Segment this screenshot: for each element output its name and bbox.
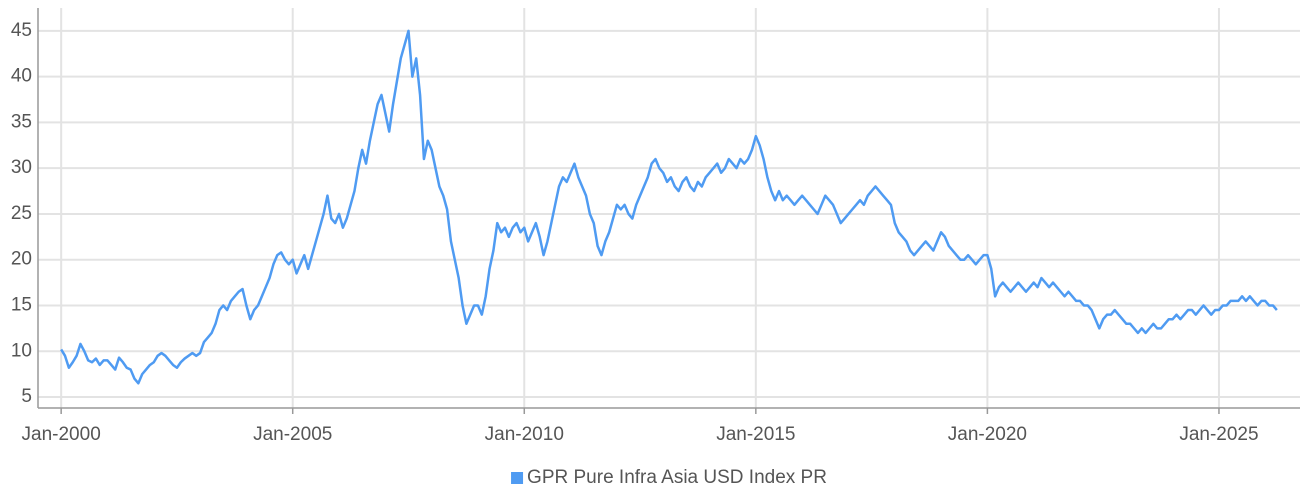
x-tick-label: Jan-2020 xyxy=(948,424,1027,445)
x-tick-label: Jan-2005 xyxy=(253,424,332,445)
y-tick-label: 45 xyxy=(11,20,32,41)
legend-swatch xyxy=(511,472,524,484)
y-tick-label: 30 xyxy=(11,157,32,178)
x-tick-label: Jan-2015 xyxy=(716,424,795,445)
y-tick-label: 25 xyxy=(11,203,32,224)
legend-label: GPR Pure Infra Asia USD Index PR xyxy=(527,467,827,488)
x-tick-label: Jan-2000 xyxy=(22,424,101,445)
y-tick-label: 5 xyxy=(21,386,32,407)
y-tick-label: 40 xyxy=(11,66,32,87)
y-tick-label: 15 xyxy=(11,294,32,315)
x-tick-label: Jan-2010 xyxy=(485,424,564,445)
series-line xyxy=(60,29,1278,385)
y-tick-label: 20 xyxy=(11,249,32,270)
x-tick-label: Jan-2025 xyxy=(1179,424,1258,445)
y-tick-label: 35 xyxy=(11,111,32,132)
y-tick-label: 10 xyxy=(11,340,32,361)
